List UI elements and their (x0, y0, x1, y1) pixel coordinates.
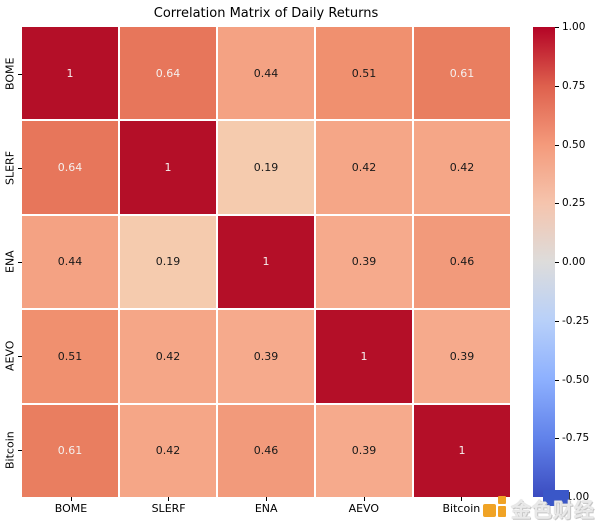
chart-title: Correlation Matrix of Daily Returns (153, 6, 379, 21)
colorbar-tick-label: 0.00 (562, 256, 586, 268)
x-tick-label: AEVO (348, 502, 380, 515)
heatmap-cell: 0.39 (414, 310, 510, 403)
colorbar-tick-label: 0.50 (562, 138, 586, 151)
y-tick-label: Bitcoin (3, 431, 17, 469)
colorbar-tick-mark (555, 320, 559, 322)
heatmap-cell: 0.42 (414, 121, 510, 214)
colorbar-tick-label: -0.25 (562, 314, 590, 327)
x-tick-label: Bitcoin (442, 502, 481, 515)
heatmap-cell: 1 (22, 27, 118, 120)
x-tick-mark (266, 497, 267, 501)
heatmap-cell: 0.39 (316, 215, 412, 309)
heatmap-cell: 0.64 (120, 27, 216, 120)
heatmap-cell: 0.42 (120, 310, 216, 403)
colorbar-tick-label: 1.00 (562, 21, 586, 33)
heatmap-cell: 0.44 (22, 215, 118, 309)
colorbar-tick-mark (555, 438, 559, 440)
colorbar-tick-mark (555, 27, 559, 28)
heatmap-cell: 1 (120, 121, 216, 214)
y-tick-label: BOME (3, 57, 17, 91)
colorbar (533, 27, 555, 497)
heatmap-cell: 1 (316, 310, 412, 403)
y-tick-mark (18, 168, 22, 169)
heatmap-cell: 0.39 (316, 404, 412, 497)
colorbar-tick-mark (555, 203, 559, 205)
x-tick-mark (70, 497, 72, 501)
x-tick-mark (363, 497, 365, 501)
heatmap-cell: 0.44 (218, 27, 314, 120)
watermark-blue-square (543, 490, 569, 506)
x-tick-label: SLERF (151, 502, 186, 515)
x-tick-mark (168, 497, 170, 501)
colorbar-tick-mark (555, 85, 559, 87)
heatmap-cell: 0.42 (120, 404, 216, 497)
heatmap-cell: 1 (218, 215, 314, 309)
heatmap-cell: 0.46 (414, 215, 510, 309)
heatmap-cell: 0.51 (22, 310, 118, 403)
colorbar-tick-label: 0.25 (562, 197, 586, 210)
y-tick-mark (18, 262, 22, 263)
x-tick-label: ENA (254, 502, 278, 515)
heatmap-cell: 0.42 (316, 121, 412, 214)
colorbar-tick-mark (555, 379, 559, 381)
y-tick-mark (18, 356, 22, 357)
x-tick-label: BOME (54, 502, 88, 515)
y-tick-mark (18, 450, 22, 451)
heatmap-cell: 0.61 (414, 27, 510, 120)
correlation-heatmap: 1 0.64 0.44 0.51 0.61 0.64 1 0.19 0.42 0.42 0.44 0.… (22, 27, 510, 497)
colorbar-tick-mark (555, 262, 559, 263)
heatmap-cell: 0.19 (218, 121, 314, 214)
heatmap-cell: 0.19 (120, 215, 216, 309)
heatmap-cell: 0.39 (218, 310, 314, 403)
watermark-text: 金色财经 (511, 498, 595, 522)
watermark: 金色财经 (483, 490, 600, 524)
heatmap-cell: 0.61 (22, 404, 118, 497)
y-tick-label: SLERF (3, 150, 17, 186)
y-tick-label: ENA (3, 250, 17, 274)
heatmap-cell: 1 (414, 404, 510, 497)
y-tick-label: AEVO (3, 340, 17, 372)
y-tick-mark (18, 74, 22, 75)
colorbar-tick-mark (555, 144, 559, 146)
x-tick-mark (461, 497, 463, 501)
colorbar-tick-label: -0.75 (562, 432, 590, 445)
colorbar-tick-label: 0.75 (562, 79, 586, 92)
heatmap-cell: 0.64 (22, 121, 118, 214)
golden-blocks-logo-icon (483, 496, 507, 520)
heatmap-cell: 0.46 (218, 404, 314, 497)
colorbar-tick-label: -0.50 (562, 373, 590, 386)
heatmap-cell: 0.51 (316, 27, 412, 120)
